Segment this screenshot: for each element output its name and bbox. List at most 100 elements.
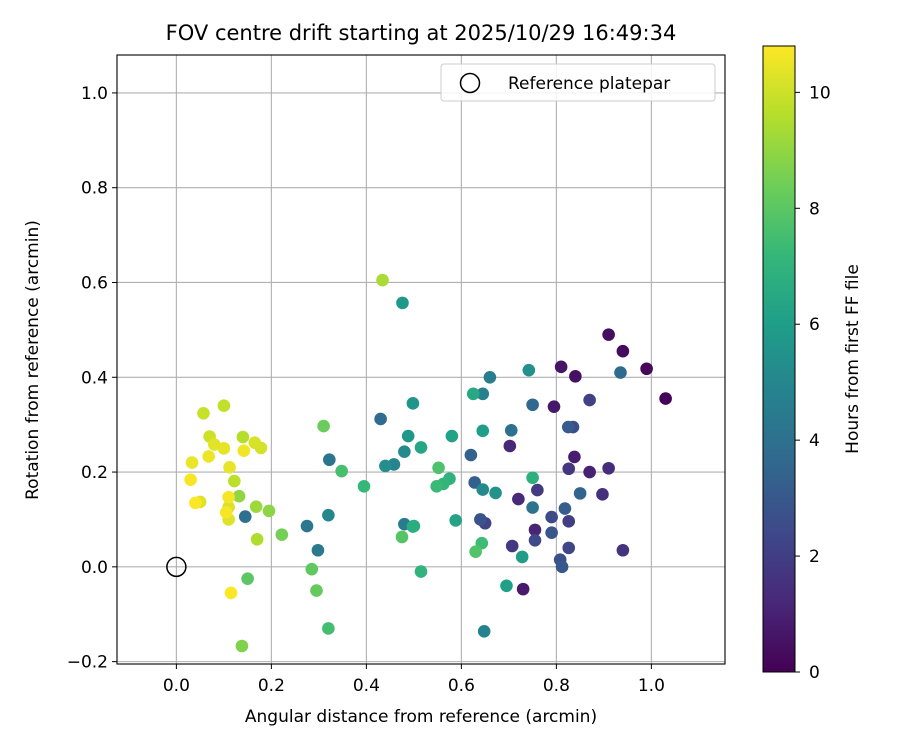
data-point	[185, 456, 199, 469]
data-point	[640, 362, 653, 376]
colorbar-tick-label: 8	[809, 199, 820, 219]
reference-marker	[166, 556, 187, 578]
data-point	[602, 328, 615, 341]
data-point	[489, 486, 502, 500]
data-point	[616, 543, 630, 557]
data-point	[202, 450, 215, 463]
data-point	[374, 412, 387, 426]
chart-title: FOV centre drift starting at 2025/10/29 …	[166, 21, 677, 45]
data-point	[503, 439, 517, 453]
data-point	[659, 392, 672, 405]
data-point	[322, 508, 335, 522]
data-point	[528, 523, 542, 537]
data-point	[432, 461, 445, 475]
data-point	[558, 502, 572, 515]
data-point	[526, 398, 539, 412]
data-point	[396, 296, 409, 310]
y-tick-label: 0.0	[81, 558, 108, 578]
colorbar-ticks: 0 2 4 6 8 10	[795, 83, 831, 683]
data-point	[322, 622, 335, 635]
data-point	[249, 500, 263, 513]
data-point	[236, 430, 250, 444]
legend-box	[440, 63, 716, 102]
data-point	[602, 461, 615, 475]
y-tick-label: 0.6	[81, 273, 108, 293]
data-point	[197, 406, 210, 420]
y-axis-ticks: −0.2 0.0 0.2 0.4 0.6 0.8 1.0	[67, 84, 117, 673]
data-point	[414, 441, 428, 454]
data-point	[477, 624, 491, 638]
y-tick-label: 0.8	[81, 179, 108, 199]
data-point	[583, 465, 596, 479]
x-tick-label: 0.4	[353, 676, 380, 696]
data-point	[398, 445, 411, 458]
data-point	[235, 639, 249, 653]
data-point	[250, 533, 264, 546]
data-point	[545, 510, 558, 524]
data-point	[568, 450, 581, 464]
x-tick-label: 0.2	[258, 676, 285, 696]
data-point	[414, 565, 428, 578]
y-tick-label: 0.2	[81, 463, 108, 483]
data-point	[430, 479, 443, 493]
data-point	[468, 476, 481, 489]
y-tick-label: 0.4	[81, 368, 108, 388]
data-point	[562, 541, 576, 555]
x-tick-label: 1.0	[638, 676, 665, 696]
data-point	[228, 474, 241, 488]
data-point	[561, 420, 575, 434]
data-point	[614, 366, 627, 379]
data-point	[223, 461, 236, 474]
data-point	[406, 397, 420, 410]
data-point	[476, 387, 490, 401]
x-tick-label: 0.8	[543, 676, 570, 696]
data-point	[208, 438, 221, 451]
data-point	[476, 424, 490, 438]
plot-frame	[116, 54, 726, 665]
data-point	[526, 501, 539, 514]
data-point	[224, 586, 238, 600]
data-point	[311, 543, 325, 557]
data-point	[500, 579, 513, 593]
data-point	[512, 492, 525, 506]
y-tick-label: 1.0	[81, 84, 108, 104]
legend-label: Reference platepar	[508, 74, 670, 94]
data-point	[569, 370, 582, 383]
data-points	[184, 273, 672, 653]
data-point	[547, 400, 561, 413]
data-point	[464, 448, 478, 462]
data-point	[505, 539, 519, 553]
colorbar-tick-label: 0	[809, 663, 820, 683]
data-point	[573, 487, 587, 500]
plot-area	[117, 55, 725, 664]
colorbar	[763, 46, 795, 672]
x-axis-label: Angular distance from reference (arcmin)	[245, 707, 597, 727]
data-point	[395, 530, 409, 544]
colorbar-tick-label: 10	[809, 83, 831, 103]
data-point	[275, 528, 289, 541]
data-point	[219, 506, 233, 519]
data-point	[357, 479, 371, 493]
data-point	[217, 399, 231, 413]
data-point	[262, 504, 276, 518]
x-tick-label: 0.6	[448, 676, 475, 696]
data-point	[616, 344, 630, 358]
data-point	[474, 513, 487, 526]
y-axis-label: Rotation from reference (arcmin)	[23, 220, 43, 500]
data-point	[248, 436, 262, 449]
data-point	[469, 545, 482, 558]
data-point	[317, 419, 330, 433]
colorbar-tick-label: 4	[809, 431, 820, 451]
data-point	[300, 519, 314, 533]
data-point	[232, 489, 246, 503]
data-point	[401, 429, 415, 443]
data-point	[522, 363, 536, 377]
colorbar-label: Hours from first FF file	[843, 264, 863, 454]
legend-marker-icon	[459, 72, 481, 94]
data-point	[237, 444, 251, 458]
data-point	[526, 471, 539, 485]
data-point	[504, 424, 518, 437]
data-point	[555, 560, 569, 574]
data-point	[528, 534, 542, 547]
